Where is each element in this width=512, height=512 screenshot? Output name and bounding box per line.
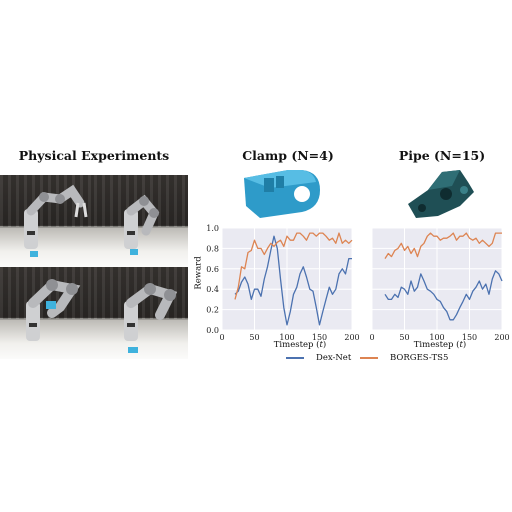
clamp-y-tick-label: 0.2: [206, 306, 219, 315]
pipe-x-tick-label: 100: [429, 333, 444, 342]
legend-item-borges: BORGES-TS5: [360, 353, 448, 363]
legend-label-dexnet: Dex-Net: [316, 353, 352, 363]
pipe-x-tick-label: 150: [462, 333, 477, 342]
legend-label-borges: BORGES-TS5: [390, 353, 449, 363]
clamp-x-tick-label: 150: [312, 333, 327, 342]
pipe-object-image: [408, 170, 474, 218]
clamp-y-tick-label: 0.4: [206, 285, 219, 294]
clamp-y-tick-label: 0.8: [206, 244, 219, 253]
clamp-series-dex-net: [234, 235, 352, 326]
pipe-series-borges-ts5: [384, 232, 502, 259]
clamp-x-tick-label: 200: [344, 333, 359, 342]
clamp-chart: 0 50 100 150 200 0.0 0.2 0.4 0.6 0.8 1.0: [186, 224, 366, 358]
clamp-object-image: [244, 170, 320, 218]
pipe-x-axis-label: Timestep (t): [413, 340, 467, 350]
clamp-chart-title: Clamp (N=4): [242, 148, 334, 163]
pipe-x-tick-label: 50: [399, 333, 409, 342]
robot-photo-4: [94, 267, 188, 359]
robot-photo-1: [0, 175, 94, 267]
clamp-series-borges-ts5: [234, 232, 353, 300]
pipe-chart-svg: 0 50 100 150 200: [369, 227, 510, 342]
clamp-chart-svg: 0 50 100 150 200 0.0 0.2 0.4 0.6 0.8 1.0: [206, 224, 359, 342]
clamp-x-tick-label: 50: [249, 333, 259, 342]
pipe-x-tick-label: 200: [494, 333, 509, 342]
pipe-series-dex-net: [384, 270, 503, 321]
clamp-y-axis-label: Reward: [193, 256, 204, 290]
legend-item-dexnet: Dex-Net: [286, 353, 351, 363]
pipe-x-tick-label: 0: [369, 333, 374, 342]
physical-experiments-title: Physical Experiments: [18, 148, 170, 163]
clamp-x-tick-label: 100: [279, 333, 294, 342]
robot-photo-2: [94, 175, 188, 267]
legend-swatch-dexnet: [286, 356, 304, 360]
clamp-y-tick-label: 0.0: [206, 326, 219, 335]
clamp-y-tick-label: 1.0: [206, 224, 219, 233]
robot-photo-3: [0, 267, 94, 359]
pipe-chart-title: Pipe (N=15): [398, 148, 486, 163]
pipe-chart: 0 50 100 150 200: [360, 224, 510, 358]
clamp-y-tick-label: 0.6: [206, 265, 219, 274]
clamp-x-tick-label: 0: [219, 333, 224, 342]
clamp-x-axis-label: Timestep (t): [273, 340, 327, 350]
legend-swatch-borges: [360, 356, 378, 360]
